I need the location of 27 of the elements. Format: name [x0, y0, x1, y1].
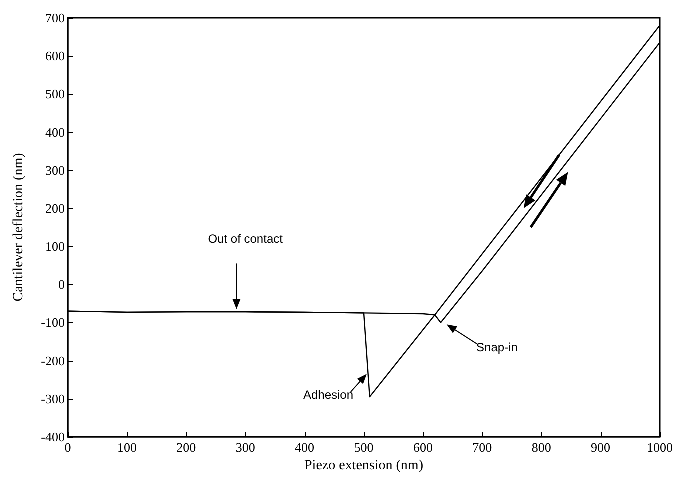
y-tick-label: 700	[46, 10, 65, 26]
y-tick-label: -100	[41, 315, 65, 330]
y-tick-label: 600	[46, 48, 65, 64]
x-tick-label: 200	[176, 440, 196, 455]
annotation: Snap-in	[476, 340, 518, 354]
y-tick-label: 200	[46, 200, 65, 216]
annotation: Adhesion	[303, 388, 354, 402]
annotation: Out of contact	[208, 232, 284, 246]
y-tick-label: -400	[41, 430, 65, 444]
y-tick-label: 100	[46, 239, 65, 254]
x-tick-label: 600	[413, 440, 433, 455]
x-tick-label: 800	[532, 440, 552, 455]
y-tick-label: 500	[46, 86, 65, 102]
x-tick-label: 900	[591, 440, 611, 455]
x-tick-label: 500	[354, 440, 374, 455]
y-tick-label: -200	[41, 353, 65, 368]
y-axis-title: Cantilever deflection (nm)	[12, 152, 26, 302]
y-tick-label: -300	[41, 391, 65, 406]
y-tick-label: 0	[58, 277, 65, 292]
x-tick-label: 100	[117, 440, 137, 455]
y-tick-label: 300	[46, 162, 65, 178]
x-tick-label: 400	[295, 440, 315, 455]
x-axis-title: Piezo extension (nm)	[304, 458, 424, 474]
x-tick-label: 300	[236, 440, 256, 455]
x-tick-label: 1000	[647, 440, 673, 455]
x-tick-label: 700	[472, 440, 492, 455]
y-tick-label: 400	[46, 124, 65, 140]
